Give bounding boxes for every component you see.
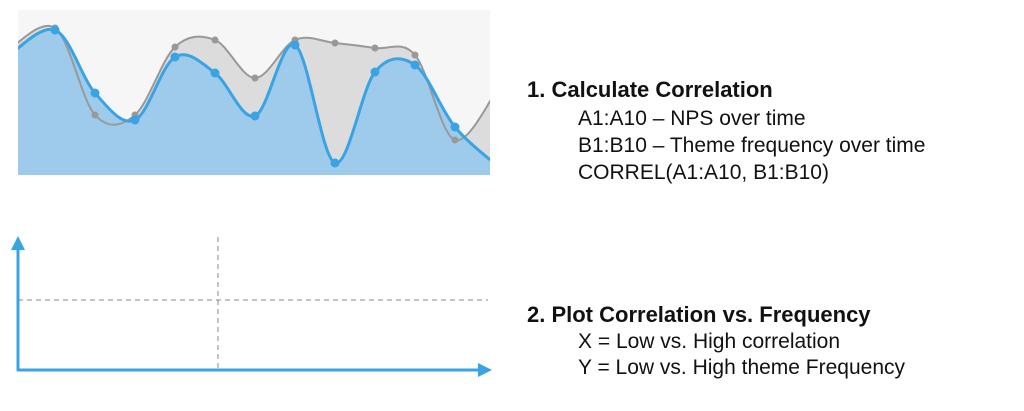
step-line: B1:B10 – Theme frequency over time <box>578 134 925 157</box>
step-title: 2. Plot Correlation vs. Frequency <box>527 302 871 327</box>
quadrant-illustration <box>11 236 492 377</box>
gray-point <box>211 36 219 44</box>
x-axis-arrow <box>478 363 492 377</box>
gray-point <box>251 74 259 82</box>
blue-point <box>330 158 340 168</box>
blue-point <box>50 25 60 35</box>
blue-point <box>290 40 300 50</box>
blue-point <box>410 60 420 70</box>
blue-point <box>250 111 260 121</box>
blue-point <box>170 52 180 62</box>
gray-point <box>371 44 379 52</box>
gray-point <box>91 111 99 119</box>
gray-point <box>451 136 459 144</box>
blue-point <box>210 68 220 78</box>
blue-area <box>18 29 490 175</box>
y-axis-arrow <box>11 236 25 250</box>
gray-point <box>331 39 339 47</box>
blue-point <box>90 88 100 98</box>
blue-point <box>370 67 380 77</box>
step-line: CORREL(A1:A10, B1:B10) <box>578 161 829 184</box>
gray-point <box>171 43 179 51</box>
step-title: 1. Calculate Correlation <box>527 77 773 102</box>
step-line: Y = Low vs. High theme Frequency <box>578 356 906 379</box>
gray-point <box>411 51 419 59</box>
blue-point <box>450 122 460 132</box>
step-line: X = Low vs. High correlation <box>578 330 840 353</box>
blue-point <box>130 115 140 125</box>
step-line: A1:A10 – NPS over time <box>578 107 806 130</box>
trend-illustration <box>18 10 490 175</box>
